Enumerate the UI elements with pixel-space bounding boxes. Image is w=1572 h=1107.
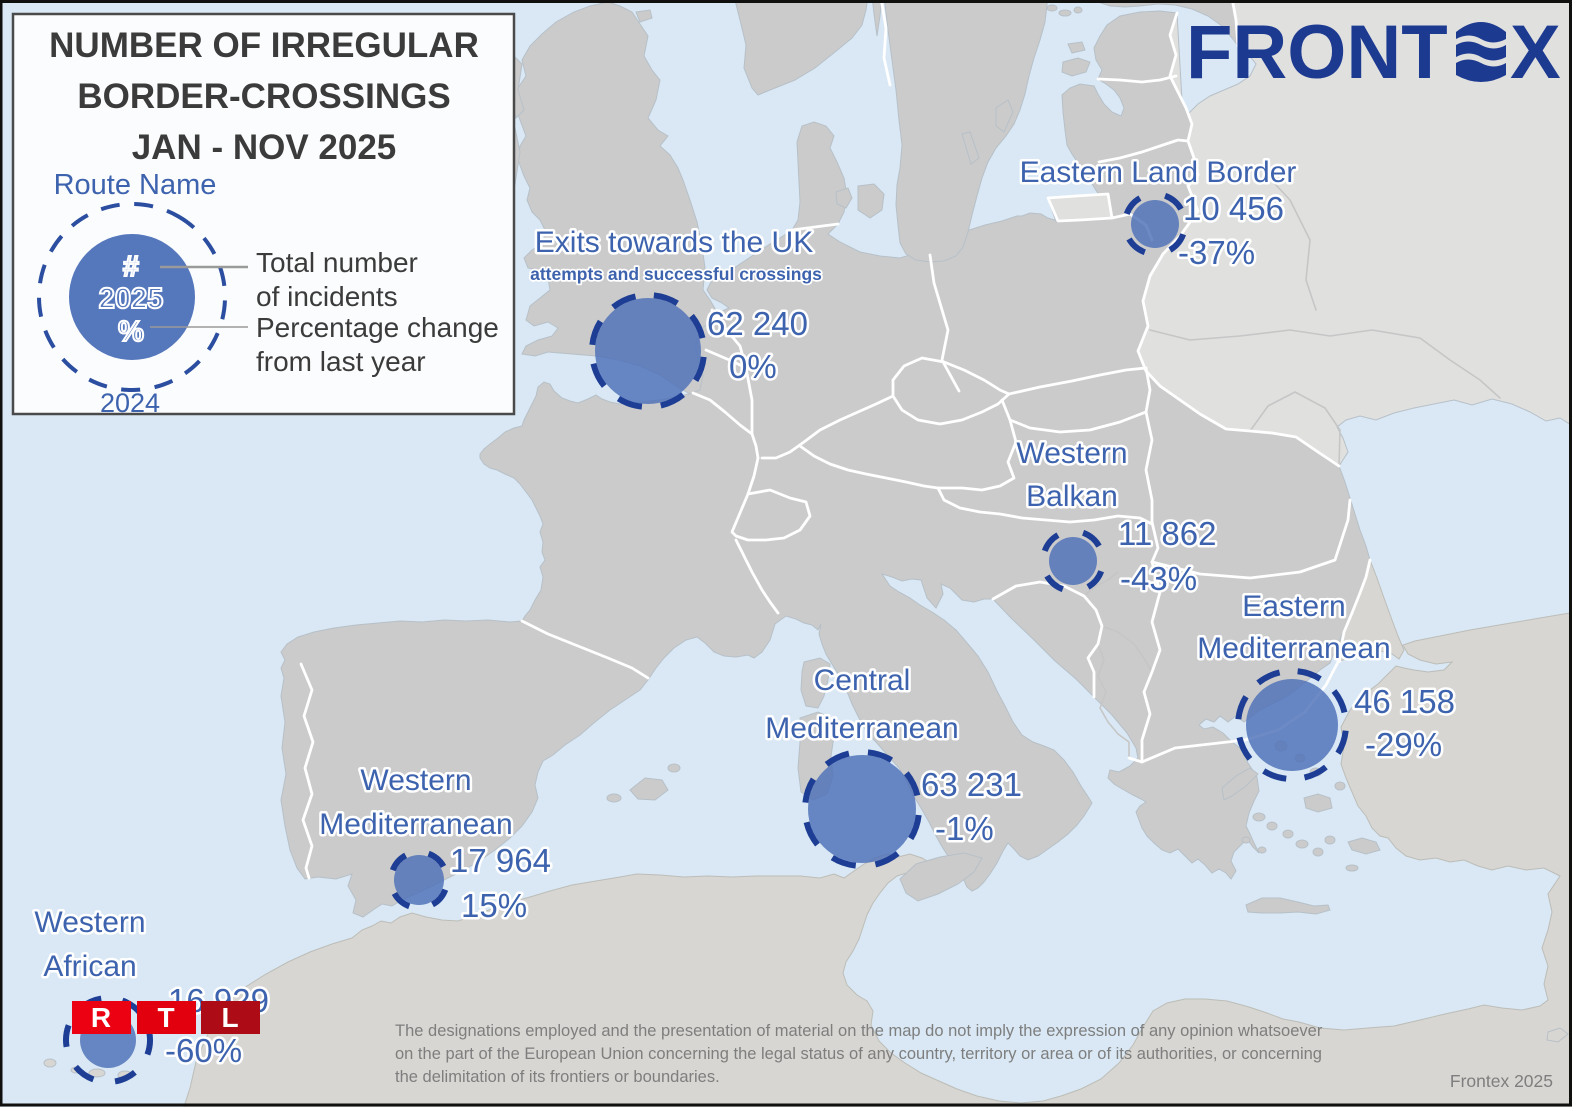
svg-text:X: X (1510, 10, 1561, 95)
svg-text:the delimitation of its fronti: the delimitation of its frontiers or bou… (395, 1068, 720, 1086)
svg-text:Western: Western (360, 764, 471, 797)
svg-text:Mediterranean: Mediterranean (319, 808, 512, 841)
svg-text:46 158: 46 158 (1354, 683, 1455, 720)
svg-text:-29%: -29% (1365, 726, 1442, 763)
svg-text:-1%: -1% (935, 810, 994, 847)
svg-text:-60%: -60% (165, 1032, 242, 1069)
svg-text:R: R (91, 1002, 111, 1033)
svg-text:Total number: Total number (256, 247, 418, 278)
svg-text:Mediterranean: Mediterranean (765, 712, 958, 745)
svg-text:FRONT: FRONT (1186, 10, 1448, 95)
svg-text:2025: 2025 (99, 283, 164, 315)
svg-text:Western: Western (34, 906, 145, 939)
svg-text:10 456: 10 456 (1183, 190, 1284, 227)
svg-text:Frontex 2025: Frontex 2025 (1450, 1071, 1553, 1091)
svg-text:African: African (43, 950, 136, 983)
svg-text:17 964: 17 964 (450, 842, 551, 879)
svg-text:2024: 2024 (100, 388, 160, 418)
svg-text:of incidents: of incidents (256, 281, 398, 312)
svg-text:from last year: from last year (256, 346, 426, 377)
svg-text:Balkan: Balkan (1026, 480, 1118, 513)
svg-text:Eastern Land Border: Eastern Land Border (1020, 156, 1297, 189)
svg-text:JAN - NOV 2025: JAN - NOV 2025 (132, 128, 397, 167)
svg-text:%: % (118, 316, 144, 348)
svg-text:#: # (123, 251, 139, 283)
svg-text:Western: Western (1016, 437, 1127, 470)
svg-text:T: T (157, 1002, 174, 1033)
svg-text:11 862: 11 862 (1118, 515, 1216, 552)
svg-text:-43%: -43% (1120, 560, 1197, 597)
svg-text:63 231: 63 231 (921, 766, 1022, 803)
svg-text:-37%: -37% (1178, 234, 1255, 271)
svg-text:Central: Central (814, 664, 911, 697)
svg-text:Percentage change: Percentage change (256, 312, 499, 343)
svg-text:L: L (221, 1002, 238, 1033)
svg-text:Exits towards the UK: Exits towards the UK (535, 226, 813, 259)
svg-text:Route Name: Route Name (54, 169, 217, 201)
svg-text:The designations employed and: The designations employed and the presen… (395, 1022, 1323, 1040)
svg-text:BORDER-CROSSINGS: BORDER-CROSSINGS (77, 77, 450, 116)
svg-text:NUMBER OF IRREGULAR: NUMBER OF IRREGULAR (49, 26, 479, 65)
svg-text:0%: 0% (729, 348, 777, 385)
svg-text:attempts and successful crossi: attempts and successful crossings (530, 264, 822, 284)
svg-text:15%: 15% (461, 887, 527, 924)
svg-text:Mediterranean: Mediterranean (1197, 632, 1390, 665)
svg-text:Eastern: Eastern (1242, 590, 1345, 623)
svg-text:on the part of the European Un: on the part of the European Union concer… (395, 1045, 1322, 1063)
svg-text:62 240: 62 240 (707, 305, 808, 342)
